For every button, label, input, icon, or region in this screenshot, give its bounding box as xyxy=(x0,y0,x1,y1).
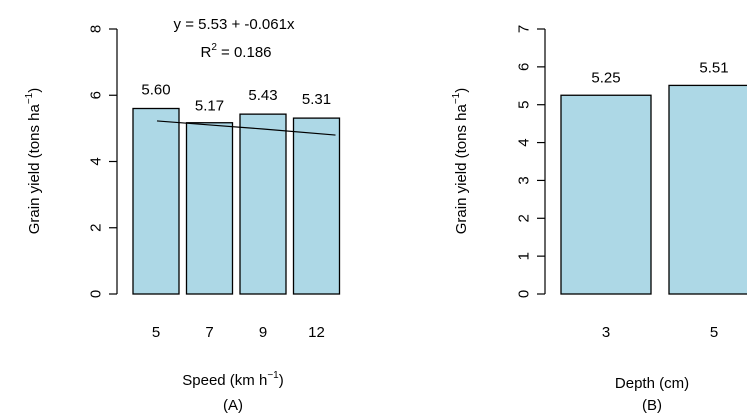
panel-a-regression-line xyxy=(156,120,336,136)
panel-a-r-squared: R2 = 0.186 xyxy=(200,42,271,61)
panel-b-x-axis-title: Depth (cm) xyxy=(615,375,689,392)
panel-b-x-tick-3: 3 xyxy=(602,324,610,341)
panel-a: 5.60 5.17 5.43 5.31 0 2 4 6 8 5 7 9 12 y = 5.53 + … xyxy=(24,16,341,414)
panel-a-bars xyxy=(132,107,341,295)
panel-a-bar-9 xyxy=(239,113,287,295)
panel-b-y-tick-4: 4 xyxy=(516,138,533,146)
panel-a-data-labels: 5.60 5.17 5.43 5.31 xyxy=(141,82,331,115)
panel-a-data-label-7: 5.17 xyxy=(195,98,224,115)
panel-b-bars xyxy=(560,84,747,295)
panel-a-data-label-12: 5.31 xyxy=(302,91,331,108)
panel-a-y-tick-2: 2 xyxy=(88,224,105,232)
panel-b-y-tick-7: 7 xyxy=(516,25,533,33)
panel-a-data-label-9: 5.43 xyxy=(248,87,277,104)
panel-a-y-axis-title: Grain yield (tons ha−1) xyxy=(24,88,43,234)
panel-a-x-tick-labels: 5 7 9 12 xyxy=(152,324,325,341)
panel-a-y-axis: 0 2 4 6 8 xyxy=(88,25,118,298)
panel-a-label: (A) xyxy=(223,397,243,414)
panel-a-x-tick-9: 9 xyxy=(259,324,267,341)
panel-a-bar-7 xyxy=(185,122,234,295)
panel-b-y-tick-6: 6 xyxy=(516,63,533,71)
panel-a-bar-5 xyxy=(132,107,180,295)
panel-a-data-label-5: 5.60 xyxy=(141,82,170,99)
panel-a-regression-equation: y = 5.53 + -0.061x xyxy=(174,16,295,33)
panel-b-bar-3 xyxy=(560,94,652,295)
panel-b-y-tick-5: 5 xyxy=(516,101,533,109)
panel-a-bar-12 xyxy=(292,117,341,295)
panel-b-data-label-3: 5.25 xyxy=(591,69,620,86)
panel-a-y-tick-0: 0 xyxy=(88,290,105,298)
panel-a-x-axis-title: Speed (km h−1) xyxy=(182,370,283,389)
panel-b-bar-5 xyxy=(668,84,747,295)
panel-a-y-tick-8: 8 xyxy=(88,25,105,33)
panel-b-y-axis: 0 1 2 3 4 5 6 7 xyxy=(516,25,546,298)
panel-b-y-tick-3: 3 xyxy=(516,176,533,184)
panel-a-x-tick-5: 5 xyxy=(152,324,160,341)
panel-b-label: (B) xyxy=(642,397,662,414)
panel-b-data-label-5: 5.51 xyxy=(699,59,728,76)
panel-b-y-tick-2: 2 xyxy=(516,214,533,222)
panel-a-y-tick-4: 4 xyxy=(88,157,105,165)
panel-a-regression-line-path xyxy=(156,120,336,136)
panel-b-y-axis-title: Grain yield (tons ha−1) xyxy=(451,88,470,234)
panel-a-y-tick-6: 6 xyxy=(88,91,105,99)
panel-a-x-tick-7: 7 xyxy=(205,324,213,341)
panel-a-x-tick-12: 12 xyxy=(308,324,325,341)
panel-b-x-tick-5: 5 xyxy=(710,324,718,341)
panel-b-y-tick-1: 1 xyxy=(516,252,533,260)
panel-b-y-tick-0: 0 xyxy=(516,290,533,298)
panel-b-data-labels: 5.25 5.51 xyxy=(591,59,728,86)
